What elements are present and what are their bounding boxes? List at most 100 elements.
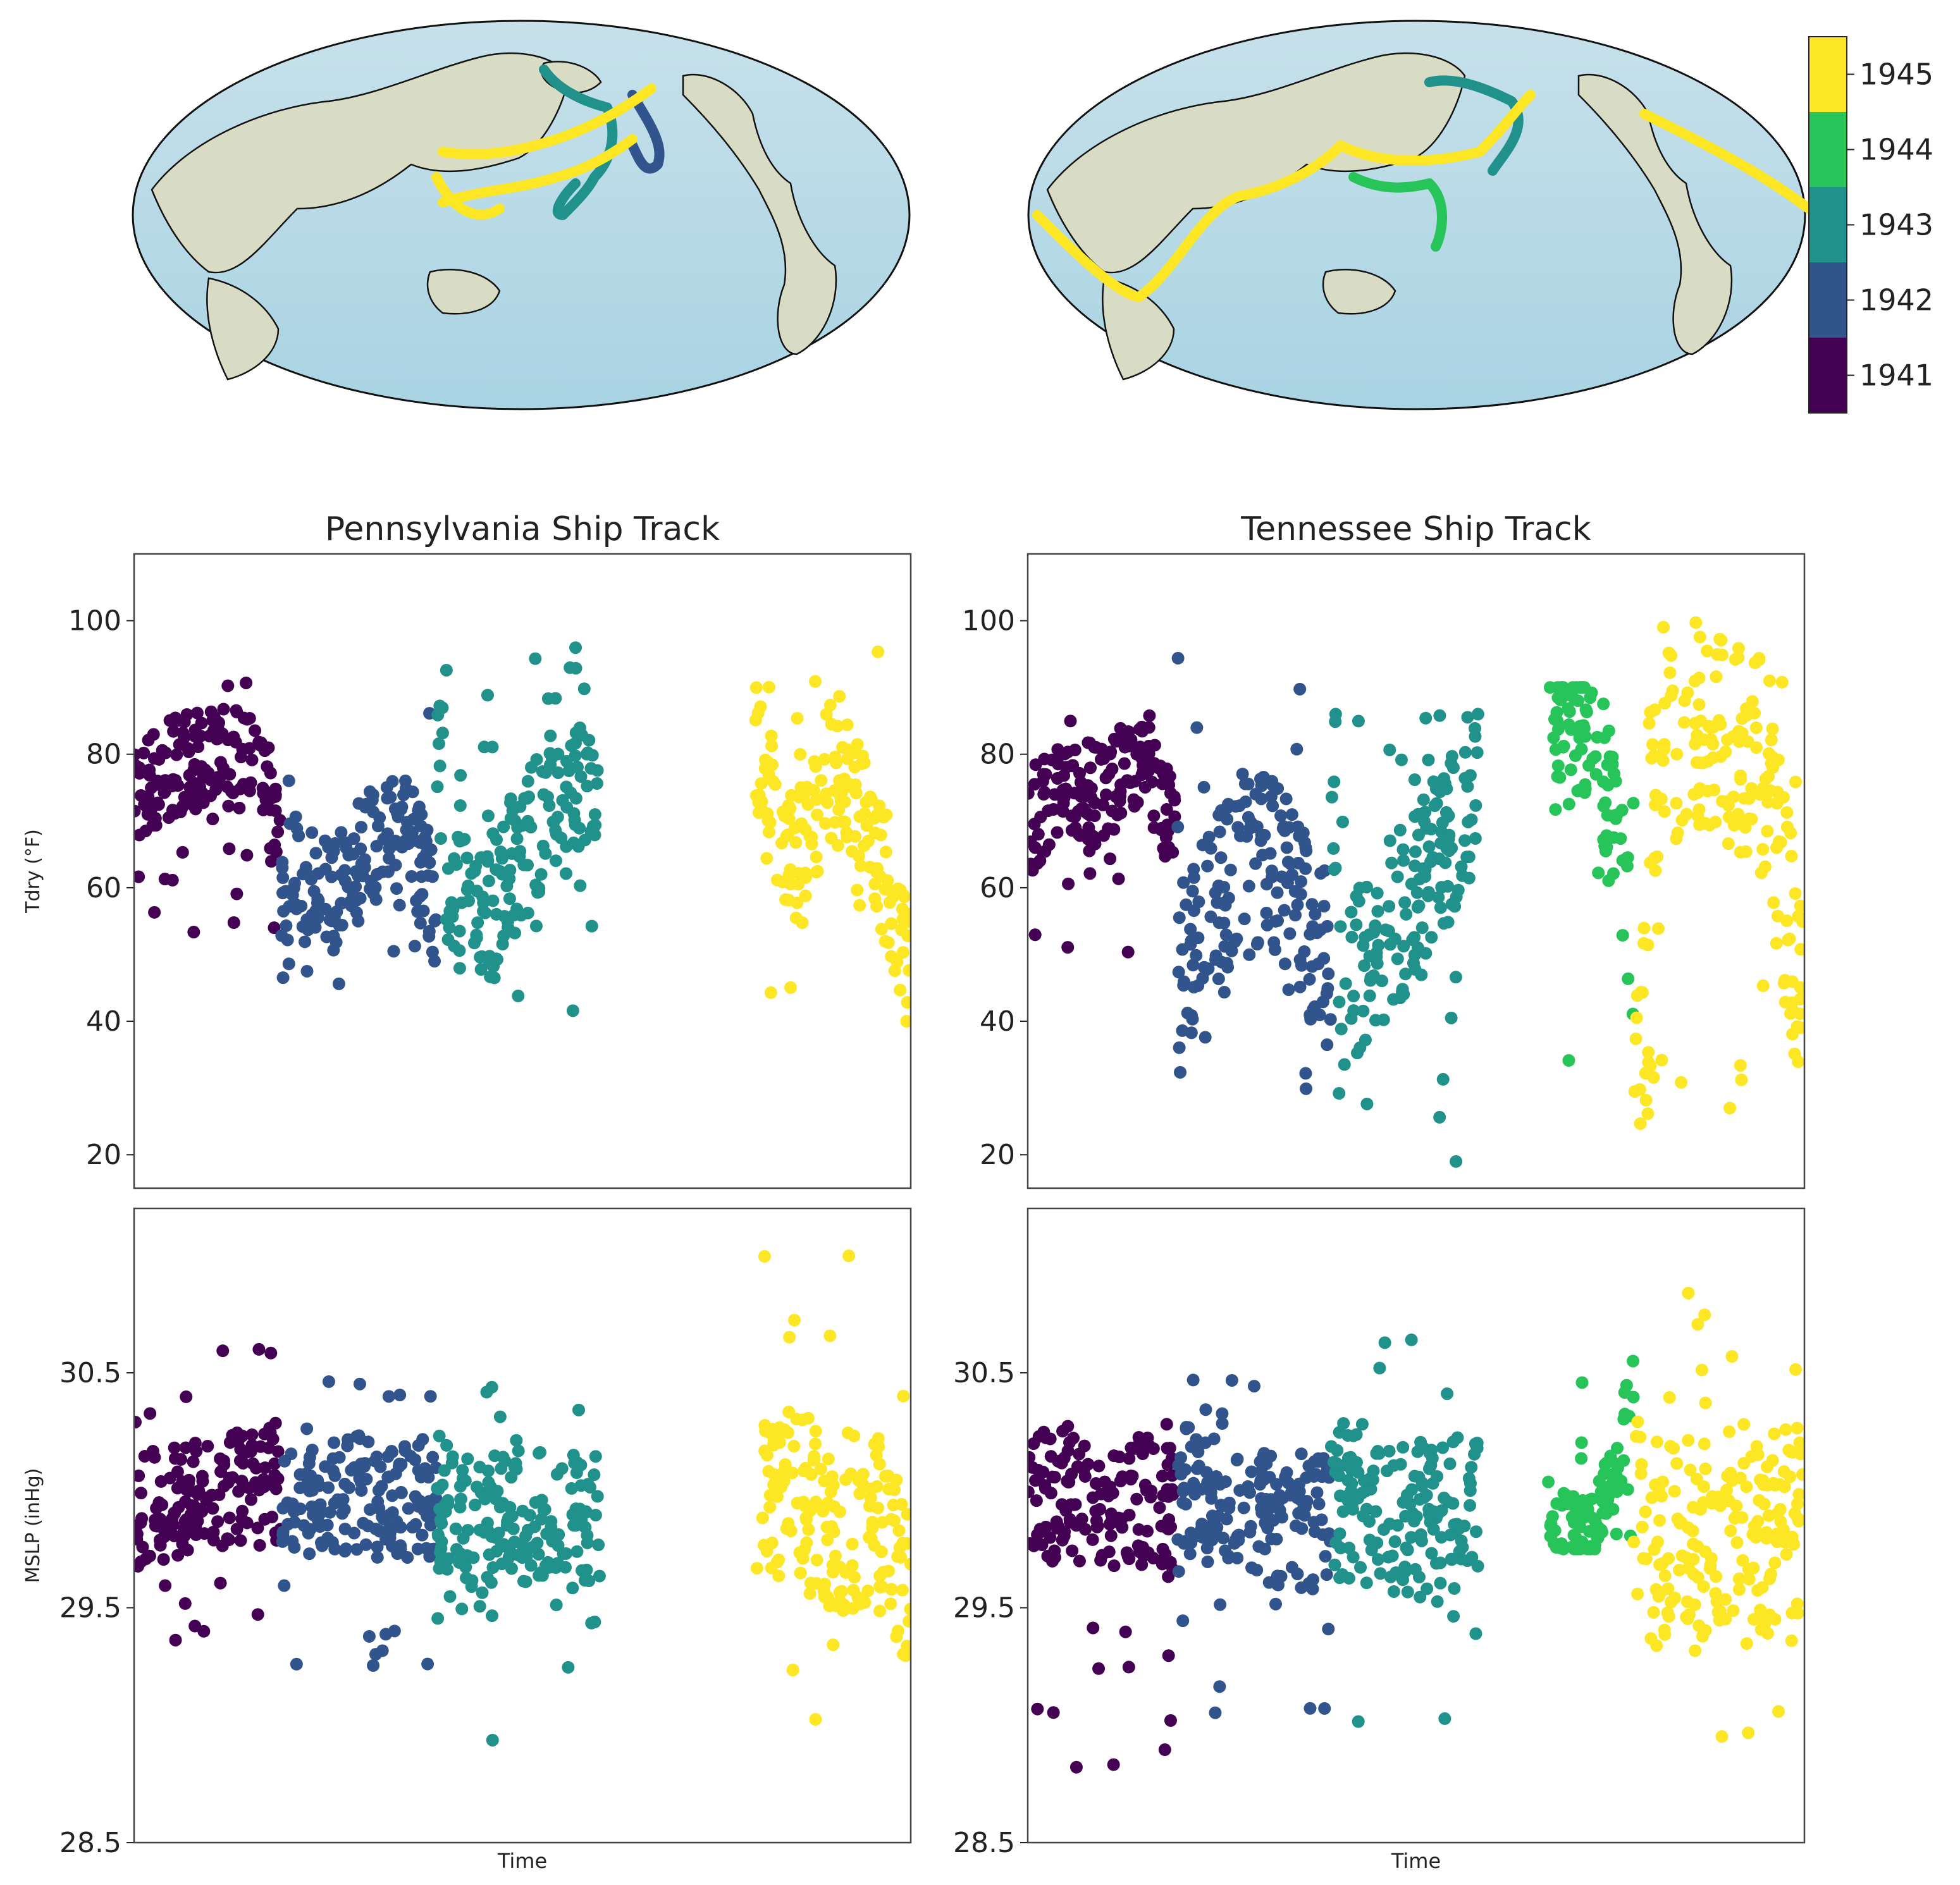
ship-track	[431, 64, 665, 220]
data-point	[1677, 716, 1691, 729]
data-point	[176, 727, 190, 740]
data-point	[519, 1530, 533, 1543]
data-point	[1199, 1403, 1212, 1416]
data-point	[1794, 1021, 1804, 1035]
data-point	[259, 1461, 272, 1475]
data-point	[1715, 648, 1729, 661]
tennessee-map	[1027, 20, 1814, 410]
data-point	[1629, 1032, 1643, 1045]
data-point	[1213, 1680, 1226, 1693]
data-point	[1168, 790, 1181, 803]
land-masses	[1046, 52, 1733, 381]
data-point	[336, 1493, 350, 1506]
data-point	[1094, 1502, 1107, 1516]
data-point	[473, 1600, 486, 1613]
data-point	[1204, 910, 1217, 923]
data-point	[1465, 1461, 1478, 1474]
data-point	[1066, 759, 1080, 773]
data-point	[1123, 739, 1136, 752]
data-point	[435, 1516, 448, 1530]
data-point	[325, 870, 338, 883]
data-point	[1762, 747, 1775, 760]
data-point	[1124, 776, 1137, 789]
data-point	[1793, 1436, 1804, 1449]
data-point	[371, 1540, 384, 1554]
data-point	[1347, 1004, 1360, 1017]
data-point	[822, 1452, 835, 1466]
data-point	[1187, 871, 1200, 884]
data-point	[264, 1426, 277, 1439]
data-point	[187, 1499, 200, 1513]
data-point	[1760, 1526, 1773, 1539]
data-point	[245, 753, 259, 766]
data-point	[431, 780, 444, 794]
data-point	[844, 1467, 858, 1480]
data-point	[852, 849, 865, 863]
data-point	[470, 931, 483, 945]
data-point	[276, 1525, 290, 1538]
data-point	[1747, 1561, 1760, 1575]
data-point	[1168, 810, 1181, 823]
data-point	[1266, 799, 1279, 813]
data-point	[1452, 883, 1465, 897]
data-point	[564, 786, 577, 799]
data-point	[309, 847, 323, 860]
data-point	[326, 1464, 340, 1478]
data-point	[1641, 1107, 1655, 1121]
y-tick-label: 28.5	[953, 1827, 1015, 1859]
data-point	[1123, 1508, 1136, 1521]
data-point	[1056, 1533, 1069, 1547]
data-point	[1251, 936, 1264, 949]
data-point	[469, 859, 483, 873]
y-tick-label: 100	[68, 605, 121, 637]
data-point	[134, 870, 145, 883]
data-point	[1212, 879, 1225, 892]
data-point	[1171, 651, 1185, 665]
data-point	[842, 1250, 856, 1263]
data-point	[762, 768, 775, 781]
data-point	[1162, 1513, 1176, 1526]
data-point	[873, 1458, 886, 1471]
data-point	[1143, 709, 1156, 722]
series-1945	[1628, 616, 1804, 1130]
data-point	[1446, 1435, 1460, 1449]
data-point	[416, 1528, 429, 1542]
data-point	[1779, 1423, 1792, 1436]
data-point	[757, 1538, 770, 1552]
data-point	[1068, 744, 1082, 757]
data-point	[1575, 1452, 1588, 1465]
data-point	[1264, 1449, 1278, 1463]
data-point	[1030, 1494, 1043, 1507]
data-point	[794, 1566, 807, 1580]
data-point	[823, 1329, 837, 1342]
data-point	[571, 1518, 584, 1532]
data-point	[755, 777, 768, 790]
data-point	[1648, 703, 1661, 716]
data-point	[1597, 799, 1610, 813]
data-point	[1176, 943, 1189, 956]
data-point	[759, 753, 772, 766]
data-point	[1384, 1570, 1397, 1583]
data-point	[1295, 959, 1308, 972]
data-point	[888, 964, 901, 978]
data-point	[312, 894, 325, 907]
data-point	[1580, 705, 1593, 718]
data-point	[1455, 1534, 1468, 1547]
data-point	[305, 826, 319, 839]
data-point	[1173, 911, 1186, 924]
data-point	[1295, 1447, 1308, 1461]
data-point	[223, 1533, 236, 1547]
data-point	[781, 1426, 794, 1439]
data-point	[221, 679, 235, 692]
data-point	[1437, 917, 1450, 930]
data-point	[505, 1471, 518, 1484]
data-point	[1184, 923, 1197, 936]
data-point	[330, 936, 343, 949]
data-point	[1445, 1011, 1458, 1024]
data-point	[1704, 1552, 1718, 1565]
data-point	[1397, 940, 1410, 953]
data-point	[529, 919, 543, 933]
data-point	[1179, 1463, 1192, 1477]
data-point	[250, 1461, 263, 1475]
data-point	[1113, 1451, 1126, 1464]
